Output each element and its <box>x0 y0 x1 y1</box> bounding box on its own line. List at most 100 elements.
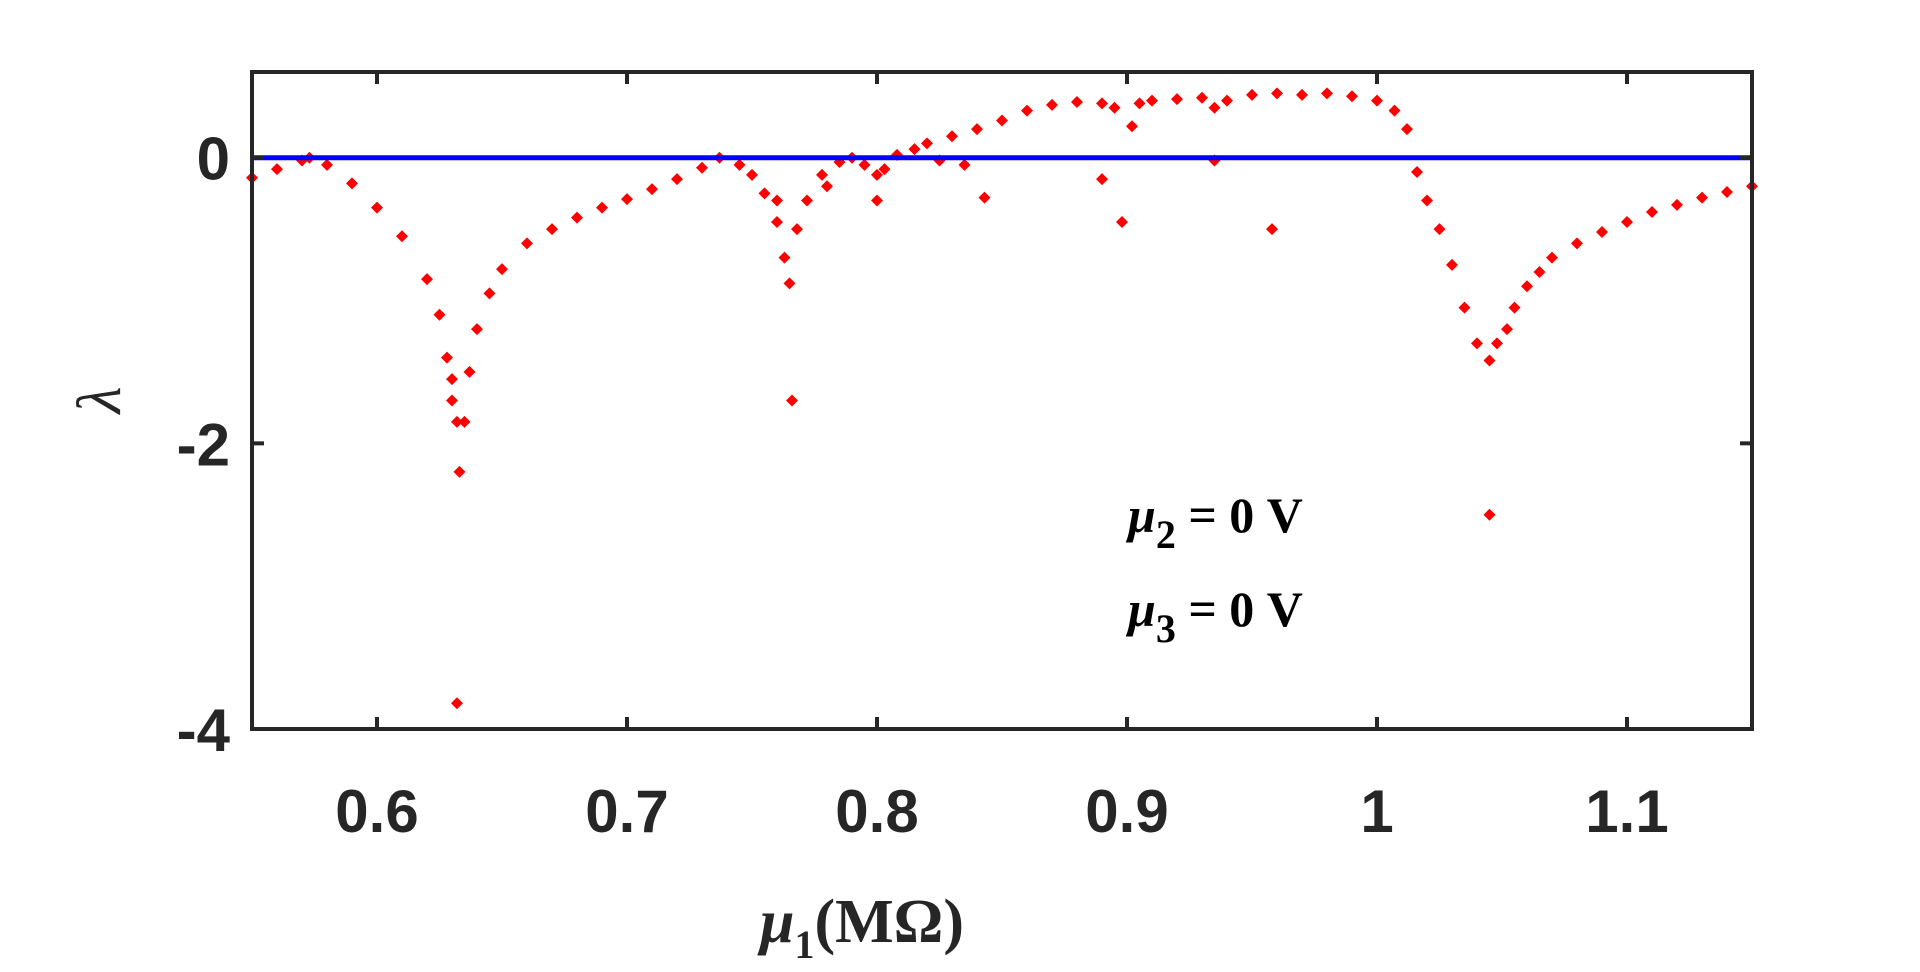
data-point <box>1433 223 1446 236</box>
y-tick-label: -2 <box>177 411 230 478</box>
data-point <box>446 373 458 386</box>
x-axis-label-unit: (MΩ) <box>815 888 964 956</box>
data-point <box>1546 251 1558 264</box>
data-point <box>1133 97 1146 110</box>
data-point <box>1096 97 1108 110</box>
data-point <box>1046 98 1058 111</box>
annotation-mu2-value: = 0 V <box>1176 487 1303 543</box>
data-point <box>1721 185 1733 198</box>
data-point <box>816 168 828 181</box>
data-point <box>463 365 476 378</box>
data-point <box>1371 94 1383 107</box>
data-point <box>746 168 758 181</box>
x-tick-label: 1 <box>1360 778 1393 845</box>
data-point <box>1671 198 1683 211</box>
data-point <box>921 137 933 150</box>
data-point <box>1321 87 1333 100</box>
data-point <box>771 215 783 228</box>
data-point <box>1271 87 1283 100</box>
data-point <box>571 211 583 224</box>
data-point <box>1521 280 1533 293</box>
data-point <box>996 114 1008 127</box>
y-tick-label: 0 <box>197 126 230 193</box>
data-point <box>778 251 791 264</box>
data-point <box>1533 265 1546 278</box>
data-point <box>1296 88 1308 101</box>
data-point <box>801 194 813 207</box>
data-point <box>1021 104 1033 117</box>
data-point <box>878 163 891 176</box>
data-point <box>783 277 796 290</box>
annotation-mu3: μ3 = 0 V <box>1125 581 1303 651</box>
data-point <box>521 237 533 250</box>
data-point <box>646 183 658 196</box>
annotation-mu3-symbol: μ <box>1125 581 1156 637</box>
data-point <box>1421 194 1433 207</box>
data-point <box>596 201 608 214</box>
annotation-block: μ2 = 0 V μ3 = 0 V <box>1125 487 1303 651</box>
data-point <box>958 158 971 171</box>
data-point <box>733 158 746 171</box>
annotation-mu2-subscript: 2 <box>1156 512 1176 557</box>
data-point <box>546 223 558 236</box>
data-point <box>346 177 358 190</box>
annotation-mu2: μ2 = 0 V <box>1125 487 1303 557</box>
data-point <box>1483 354 1496 367</box>
data-point <box>971 123 983 136</box>
data-point <box>1346 90 1358 103</box>
data-point <box>451 697 463 710</box>
data-point <box>433 308 446 321</box>
data-point <box>1171 93 1183 106</box>
data-point <box>696 161 708 174</box>
data-point <box>1126 120 1138 133</box>
data-point <box>1483 508 1496 521</box>
plot-frame <box>250 70 1754 731</box>
data-point <box>771 194 783 207</box>
y-tick-label: -4 <box>177 697 231 764</box>
data-point <box>946 130 958 143</box>
data-point <box>496 263 508 276</box>
data-point <box>1571 237 1583 250</box>
data-point <box>1196 91 1208 104</box>
data-point <box>671 173 683 186</box>
data-point <box>1146 94 1158 107</box>
data-point <box>1208 101 1221 114</box>
data-point <box>758 187 771 200</box>
data-point <box>471 323 483 336</box>
x-tick-label: 1.1 <box>1585 778 1668 845</box>
data-point <box>1471 337 1483 350</box>
data-point <box>1388 104 1401 117</box>
data-layer <box>246 87 1758 710</box>
data-point <box>621 193 633 206</box>
data-point <box>1446 258 1458 271</box>
data-point <box>451 415 463 428</box>
annotation-mu3-value: = 0 V <box>1176 581 1303 637</box>
data-point <box>1696 191 1708 204</box>
data-point <box>483 287 496 300</box>
data-point <box>1116 215 1128 228</box>
data-point <box>441 351 453 364</box>
data-point <box>858 158 871 171</box>
x-tick-label: 0.9 <box>1085 778 1168 845</box>
data-point <box>791 223 803 236</box>
annotation-mu2-symbol: μ <box>1125 487 1156 543</box>
data-point <box>1596 225 1608 238</box>
x-tick-label: 0.7 <box>585 778 668 845</box>
data-point <box>1646 205 1658 218</box>
data-point <box>978 191 991 204</box>
data-point <box>1221 94 1233 107</box>
data-point <box>1108 101 1121 114</box>
data-point <box>1458 301 1471 314</box>
data-point <box>1246 88 1258 101</box>
y-tick-labels: 0 -2 -4 <box>177 126 231 764</box>
data-point <box>1266 223 1278 236</box>
data-point <box>1411 165 1423 178</box>
data-point <box>271 163 283 176</box>
data-point <box>1621 215 1633 228</box>
data-point <box>821 180 833 193</box>
data-point <box>1096 173 1108 186</box>
data-point <box>908 143 921 156</box>
data-point <box>871 168 883 181</box>
x-axis-label-symbol: μ <box>757 888 794 956</box>
